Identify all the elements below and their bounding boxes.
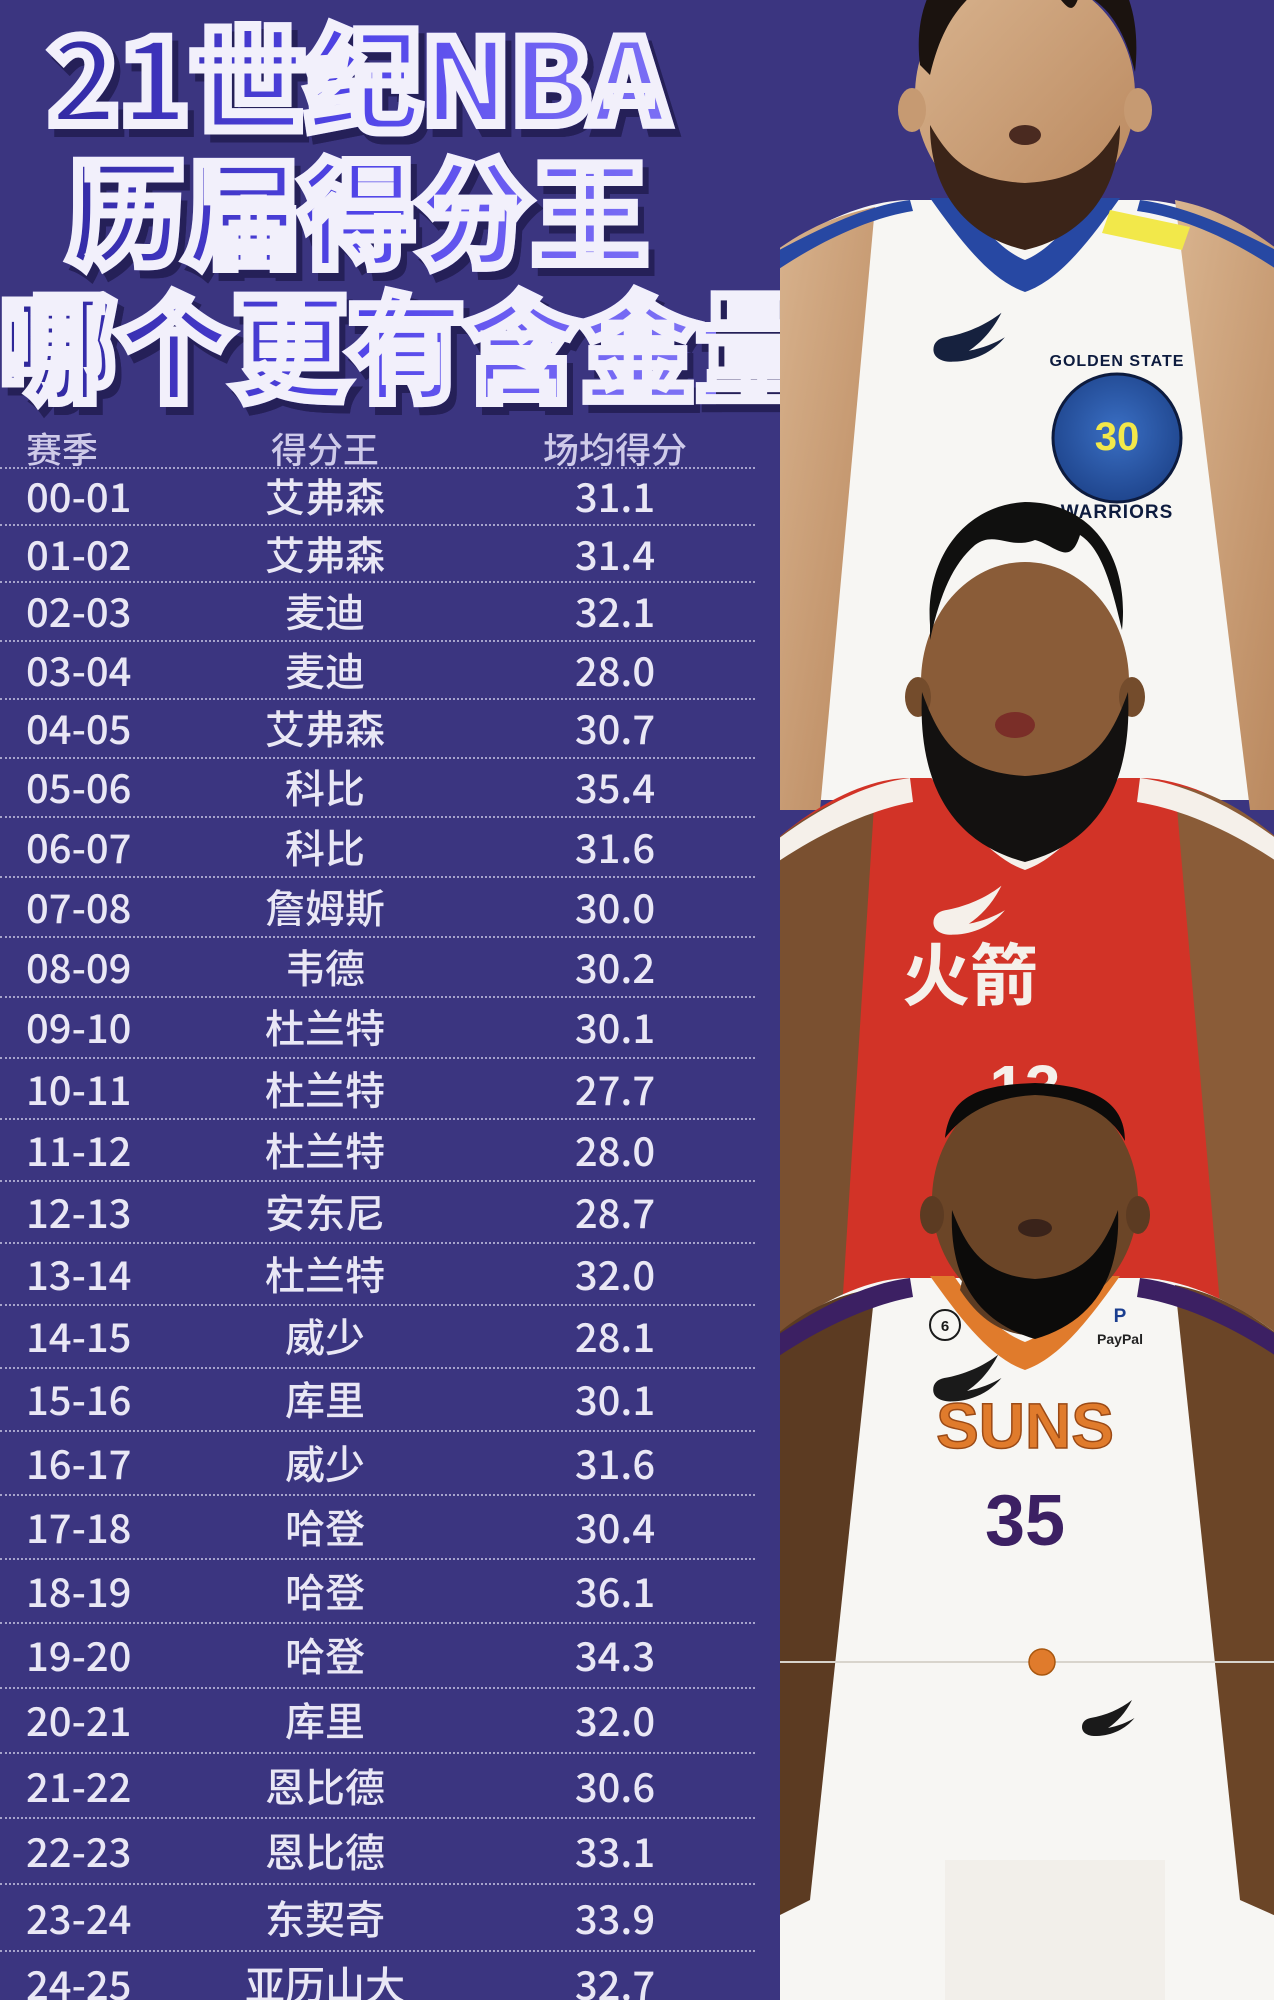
- svg-text:GOLDEN STATE: GOLDEN STATE: [1050, 353, 1185, 370]
- svg-text:35: 35: [985, 1481, 1065, 1561]
- svg-text:P: P: [1114, 1306, 1127, 1327]
- svg-text:SUNS: SUNS: [936, 1390, 1114, 1462]
- svg-text:6: 6: [941, 1318, 949, 1335]
- svg-text:PayPal: PayPal: [1097, 1331, 1143, 1347]
- svg-text:30: 30: [1095, 415, 1140, 459]
- svg-text:火箭: 火箭: [902, 921, 1038, 1020]
